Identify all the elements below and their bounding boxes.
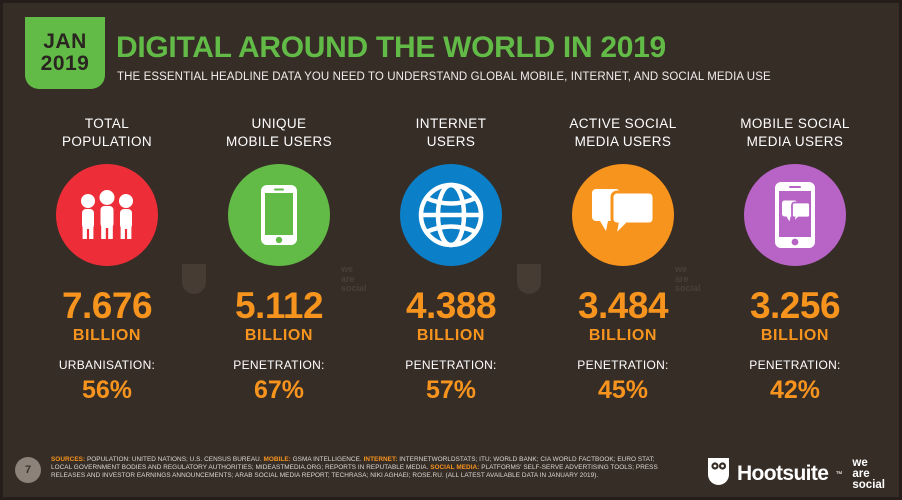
hootsuite-owl-icon [707,457,730,491]
sources-population: POPULATION: UNITED NATIONS; U.S. CENSUS … [86,456,262,463]
watermark-we-are-social: we are social [341,264,367,294]
metric-title: UNIQUE MOBILE USERS [193,115,365,153]
watermark-line2: are [675,273,689,284]
metric-title: TOTAL POPULATION [21,115,193,153]
watermark-line2: are [341,273,355,284]
sources-text: SOURCES: POPULATION: UNITED NATIONS; U.S… [51,456,711,481]
metric-column-mobile-social-media-users: MOBILE SOCIAL MEDIA USERS [709,115,881,403]
metric-value: 7.676 [61,285,153,326]
globe-icon [418,182,484,248]
watermark-line1: we [341,264,354,274]
header: JAN 2019 DIGITAL AROUND THE WORLD IN 201… [3,11,899,96]
sources-internet-label: INTERNET: [363,456,398,463]
mobile-social-icon [774,181,816,249]
metric-sub-value: 57% [425,376,477,404]
metric-icon-circle [572,164,674,266]
watermark-we-are-social: we are social [675,264,701,294]
page-title: DIGITAL AROUND THE WORLD IN 2019 [116,31,666,64]
metric-title-line2: USERS [426,134,476,149]
metric-column-unique-mobile-users: UNIQUE MOBILE USERS 5.112 BILLION [193,115,365,403]
metrics-row: TOTAL POPULATION [21,115,881,403]
watermark-line3: social [675,283,701,293]
date-badge: JAN 2019 [25,17,105,89]
brand-logos: Hootsuite ™ we are social [707,457,885,491]
metric-title-line2: MEDIA USERS [574,134,672,149]
metric-sub-value: 45% [597,376,649,404]
metric-column-internet-users: INTERNET USERS [365,115,537,403]
badge-year: 2019 [40,52,90,75]
footer: 7 SOURCES: POPULATION: UNITED NATIONS; U… [3,449,899,497]
hootsuite-logo: Hootsuite ™ [707,457,842,491]
page-number-badge: 7 [15,457,41,483]
metric-icon-circle [744,164,846,266]
metric-column-active-social-media-users: ACTIVE SOCIAL MEDIA USERS 3.484 BILLION … [537,115,709,403]
metric-value: 3.484 [577,285,669,326]
metric-title-line2: POPULATION [61,134,153,149]
sources-line3: RELEASES AND INVESTOR EARNINGS ANNOUNCEM… [51,472,599,480]
people-icon [76,190,138,240]
sources-mobile-label: MOBILE: [263,456,291,463]
was-line2: are [852,467,870,480]
was-line3: social [852,478,885,491]
sources-internet: INTERNETWORLDSTATS; ITU; WORLD BANK; CIA… [399,456,655,463]
sources-social-label: SOCIAL MEDIA: [430,464,480,472]
metric-title: ACTIVE SOCIAL MEDIA USERS [537,115,709,153]
metric-title-line1: UNIQUE [251,116,307,131]
metric-sub-label: PENETRATION: [405,358,497,372]
hootsuite-trademark: ™ [835,470,843,478]
metric-column-total-population: TOTAL POPULATION [21,115,193,403]
metric-title-line1: ACTIVE SOCIAL [569,116,677,131]
metric-sub-value: 56% [81,376,133,404]
metric-title: MOBILE SOCIAL MEDIA USERS [709,115,881,153]
sources-mobile: GSMA INTELLIGENCE. [292,456,362,463]
metric-sub-value: 42% [769,376,821,404]
metric-title: INTERNET USERS [365,115,537,153]
metric-sub-label: PENETRATION: [233,358,325,372]
sources-line2a: LOCAL GOVERNMENT BODIES AND REGULATORY A… [51,464,429,472]
metric-value: 3.256 [749,285,841,326]
metric-sub-label: PENETRATION: [577,358,669,372]
metric-icon-circle [400,164,502,266]
metric-unit: BILLION [588,327,658,344]
metric-title-line2: MOBILE USERS [225,134,333,149]
metric-title-line2: MEDIA USERS [746,134,844,149]
metric-icon-circle [56,164,158,266]
badge-month: JAN [43,30,87,53]
metric-sub-label: PENETRATION: [749,358,841,372]
hootsuite-wordmark: Hootsuite [736,462,829,485]
metric-title-line1: TOTAL [84,116,130,131]
metric-unit: BILLION [416,327,486,344]
mobile-phone-icon [260,184,298,246]
metric-value: 5.112 [234,285,324,326]
metric-title-line1: MOBILE SOCIAL [740,116,850,131]
metric-unit: BILLION [760,327,830,344]
was-line1: we [852,456,868,469]
page-subtitle: THE ESSENTIAL HEADLINE DATA YOU NEED TO … [117,71,771,83]
metric-title-line1: INTERNET [415,116,487,131]
owl-watermark-icon [181,263,207,295]
metric-unit: BILLION [72,327,142,344]
speech-bubbles-icon [590,187,656,243]
owl-watermark-icon [516,263,542,295]
watermark-line1: we [675,264,688,274]
metric-icon-circle [228,164,330,266]
we-are-social-logo: we are social [852,456,885,491]
metric-value: 4.388 [405,285,497,326]
sources-label: SOURCES: [51,456,86,463]
metric-sub-value: 67% [253,376,305,404]
sources-line2c: PLATFORMS' SELF-SERVE ADVERTISING TOOLS;… [481,464,658,472]
watermark-line3: social [341,283,367,293]
metric-unit: BILLION [244,327,314,344]
metric-sub-label: URBANISATION: [58,358,156,372]
